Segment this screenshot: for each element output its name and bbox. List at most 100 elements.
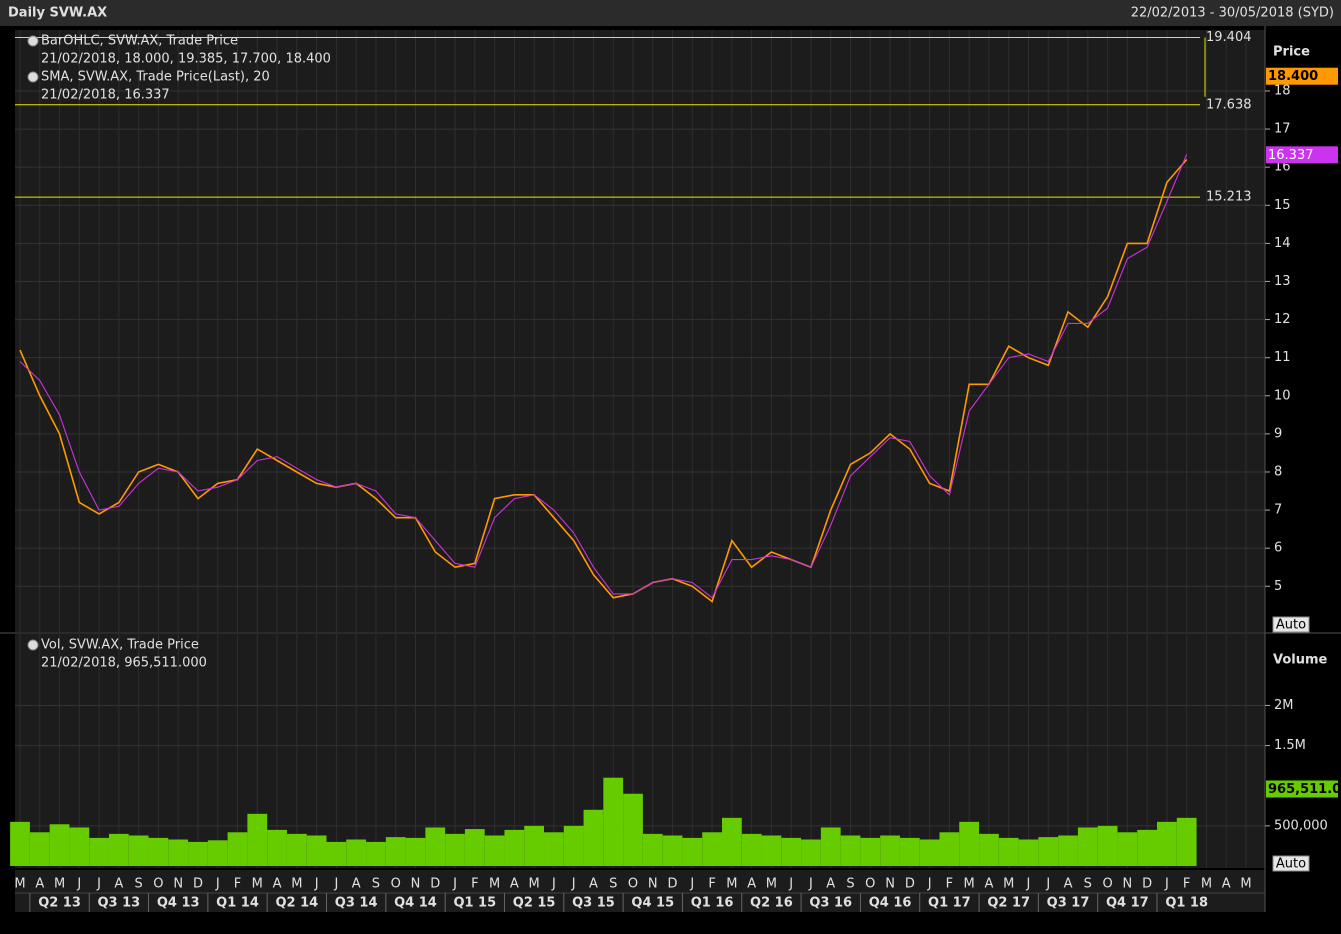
quarter-label: Q4 15 <box>631 896 674 911</box>
button-face[interactable] <box>1272 616 1310 633</box>
x-tick-label: M <box>252 877 263 892</box>
volume-bar <box>464 829 485 866</box>
x-tick-label: F <box>471 877 478 892</box>
volume-bar <box>128 835 149 866</box>
volume-bar <box>919 839 940 866</box>
x-tick-label: J <box>788 877 793 892</box>
button-face[interactable] <box>1272 855 1310 872</box>
y-tick-label: 1.5M <box>1274 738 1306 753</box>
volume-bar <box>1038 837 1059 866</box>
volume-bar <box>721 817 742 866</box>
last-value-box <box>1266 146 1338 164</box>
y-tick-label: 8 <box>1274 464 1282 479</box>
volume-bar <box>1117 832 1138 866</box>
quarter-label: Q1 15 <box>453 896 496 911</box>
last-value-label: 16.337 <box>1268 148 1314 163</box>
x-tick-label: A <box>747 877 756 892</box>
volume-bar <box>1157 821 1177 866</box>
volume-bar <box>702 832 722 866</box>
last-value-box <box>1266 67 1338 85</box>
x-tick-label: J <box>808 877 813 892</box>
price-autoscale-button[interactable]: Auto <box>1272 616 1310 633</box>
volume-bar <box>286 833 307 866</box>
x-tick-label: F <box>1183 877 1190 892</box>
volume-bar <box>445 833 465 866</box>
button-label[interactable]: Auto <box>1276 857 1306 872</box>
x-tick-label: A <box>352 877 361 892</box>
x-tick-label: A <box>35 877 44 892</box>
x-tick-label: A <box>826 877 835 892</box>
y-tick-label: 11 <box>1274 350 1291 365</box>
x-tick-label: J <box>551 877 556 892</box>
volume-bar <box>168 839 189 866</box>
volume-bar <box>227 832 248 866</box>
quarter-label: Q3 15 <box>572 896 615 911</box>
volume-bar <box>761 835 782 866</box>
y-tick-label: 17 <box>1274 122 1291 137</box>
y-tick-label: 6 <box>1274 541 1282 556</box>
x-tick-label: J <box>1164 877 1169 892</box>
quarter-label: Q3 16 <box>809 896 852 911</box>
volume-bar <box>998 837 1019 866</box>
volume-bar <box>108 833 129 866</box>
x-tick-label: M <box>964 877 975 892</box>
volume-bar <box>267 829 287 866</box>
level-label: 15.213 <box>1206 190 1252 205</box>
x-tick-label: A <box>1064 877 1073 892</box>
quarter-label: Q2 17 <box>987 896 1030 911</box>
x-tick-label: J <box>927 877 932 892</box>
button-label[interactable]: Auto <box>1276 618 1306 633</box>
volume-bar <box>504 829 525 866</box>
last-value-label: 18.400 <box>1268 69 1318 84</box>
x-tick-label: J <box>571 877 576 892</box>
volume-bar <box>979 833 999 866</box>
volume-bar <box>1077 827 1098 866</box>
volume-bar <box>346 839 367 866</box>
x-tick-label: A <box>589 877 598 892</box>
y-tick-label: 13 <box>1274 274 1291 289</box>
legend-icon <box>27 35 39 47</box>
volume-bar <box>148 837 169 866</box>
volume-bar <box>1176 817 1197 866</box>
quarter-label: Q1 18 <box>1165 896 1208 911</box>
volume-autoscale-button[interactable]: Auto <box>1272 855 1310 872</box>
volume-bar <box>544 832 564 866</box>
legend-icon <box>27 71 39 83</box>
volume-bar <box>29 832 50 866</box>
x-tick-label: J <box>215 877 220 892</box>
x-tick-label: M <box>489 877 500 892</box>
x-tick-label: D <box>430 877 440 892</box>
x-tick-label: N <box>173 877 183 892</box>
quarter-label: Q2 16 <box>750 896 793 911</box>
volume-bar <box>801 839 821 866</box>
quarter-label: Q1 16 <box>691 896 734 911</box>
x-tick-label: O <box>153 877 163 892</box>
x-tick-label: J <box>452 877 457 892</box>
volume-bar <box>563 825 584 866</box>
volume-bar <box>939 832 960 866</box>
x-tick-label: O <box>391 877 401 892</box>
volume-bar <box>682 837 703 866</box>
series-line <box>19 158 1188 603</box>
x-tick-label: D <box>193 877 203 892</box>
volume-bar <box>69 827 90 866</box>
title-bar <box>0 0 1341 26</box>
quarter-label: Q3 14 <box>335 896 378 911</box>
x-tick-label: D <box>1142 877 1152 892</box>
x-tick-label: M <box>726 877 737 892</box>
volume-bar <box>820 827 841 866</box>
volume-bar <box>405 837 426 866</box>
volume-bar <box>484 835 505 866</box>
date-range: 22/02/2013 - 30/05/2018 (SYD) <box>1131 6 1334 21</box>
legend-entry: SMA, SVW.AX, Trade Price(Last), 20 <box>41 70 270 85</box>
price-panel <box>15 30 1265 632</box>
x-tick-label: A <box>114 877 123 892</box>
x-tick-label: M <box>14 877 25 892</box>
volume-bar <box>642 833 663 866</box>
x-tick-label: M <box>54 877 65 892</box>
y-tick-label: 7 <box>1274 503 1282 518</box>
y-tick-label: 9 <box>1274 426 1282 441</box>
price-axis-title: Price <box>1273 45 1310 60</box>
legend-readout: 21/02/2018, 18.000, 19.385, 17.700, 18.4… <box>41 52 331 67</box>
